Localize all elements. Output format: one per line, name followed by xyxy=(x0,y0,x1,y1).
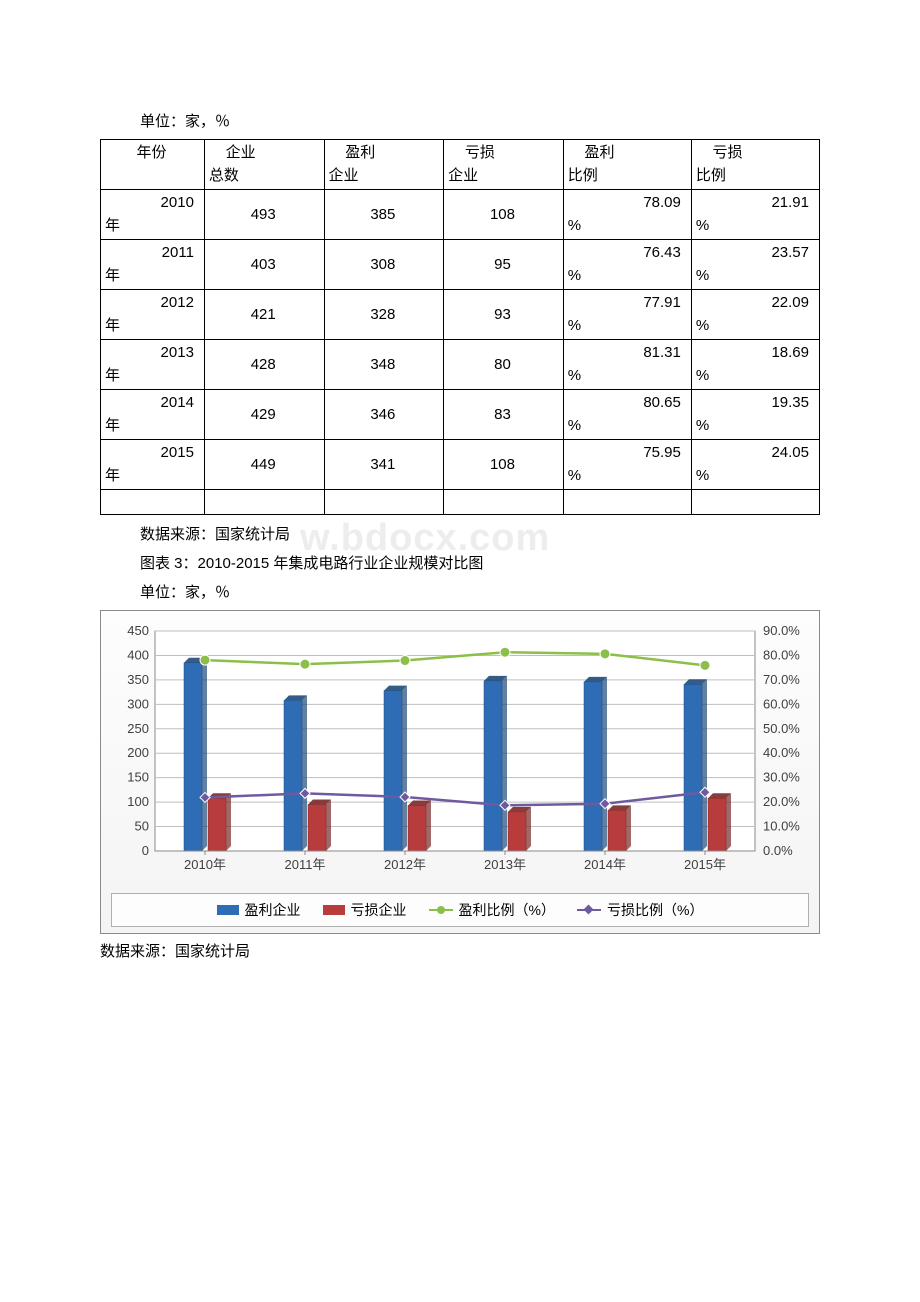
svg-text:450: 450 xyxy=(127,623,149,638)
svg-text:90.0%: 90.0% xyxy=(763,623,800,638)
svg-text:200: 200 xyxy=(127,745,149,760)
svg-text:0: 0 xyxy=(142,843,149,858)
swatch-loss-bar xyxy=(323,905,345,915)
legend-loss-line: 亏损比例（%） xyxy=(577,900,703,920)
legend-label: 亏损比例（%） xyxy=(607,900,703,920)
svg-text:30.0%: 30.0% xyxy=(763,770,800,785)
data-table: 年份 企业总数 盈利企业 亏损企业 盈利比例 亏损比例2010年49338510… xyxy=(100,139,820,515)
legend-loss-bar: 亏损企业 xyxy=(323,900,407,920)
svg-text:400: 400 xyxy=(127,647,149,662)
swatch-profit-bar xyxy=(217,905,239,915)
svg-text:350: 350 xyxy=(127,672,149,687)
svg-text:250: 250 xyxy=(127,721,149,736)
svg-text:10.0%: 10.0% xyxy=(763,819,800,834)
svg-text:20.0%: 20.0% xyxy=(763,794,800,809)
svg-text:80.0%: 80.0% xyxy=(763,647,800,662)
legend-profit-line: 盈利比例（%） xyxy=(429,900,555,920)
svg-text:2011年: 2011年 xyxy=(285,857,326,872)
svg-text:50.0%: 50.0% xyxy=(763,721,800,736)
chart-title: 图表 3：2010-2015 年集成电路行业企业规模对比图 xyxy=(100,552,820,573)
swatch-profit-line xyxy=(429,909,453,911)
chart-svg: 0 50 100 150 200 250 300 350 400 450 0.0% 10.0% 20.0… xyxy=(111,621,811,881)
chart-legend: 盈利企业 亏损企业 盈利比例（%） 亏损比例（%） xyxy=(111,893,809,927)
svg-text:50: 50 xyxy=(135,819,149,834)
unit-label-chart: 单位：家，％ xyxy=(100,581,820,602)
svg-text:2010年: 2010年 xyxy=(184,857,226,872)
legend-label: 亏损企业 xyxy=(351,900,407,920)
legend-profit-bar: 盈利企业 xyxy=(217,900,301,920)
svg-text:150: 150 xyxy=(127,770,149,785)
svg-text:70.0%: 70.0% xyxy=(763,672,800,687)
svg-text:0.0%: 0.0% xyxy=(763,843,793,858)
svg-text:2015年: 2015年 xyxy=(684,857,726,872)
legend-label: 盈利企业 xyxy=(245,900,301,920)
svg-text:2012年: 2012年 xyxy=(384,857,426,872)
svg-text:60.0%: 60.0% xyxy=(763,696,800,711)
swatch-loss-line xyxy=(577,909,601,911)
source-label-1: 数据来源：国家统计局 xyxy=(100,523,820,544)
legend-label: 盈利比例（%） xyxy=(459,900,555,920)
svg-text:2013年: 2013年 xyxy=(484,857,526,872)
source-label-2: 数据来源：国家统计局 xyxy=(100,940,820,961)
chart-container: 0 50 100 150 200 250 300 350 400 450 0.0% 10.0% 20.0… xyxy=(100,610,820,934)
unit-label-top: 单位：家，％ xyxy=(100,110,820,131)
svg-text:40.0%: 40.0% xyxy=(763,745,800,760)
svg-text:100: 100 xyxy=(127,794,149,809)
svg-text:2014年: 2014年 xyxy=(584,857,626,872)
svg-text:300: 300 xyxy=(127,696,149,711)
